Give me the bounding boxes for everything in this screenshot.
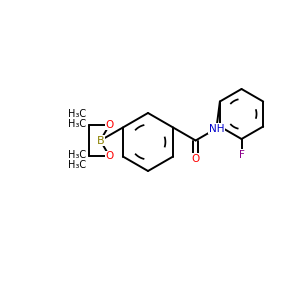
Text: H₃C: H₃C <box>68 150 86 160</box>
Text: F: F <box>238 150 244 160</box>
Text: O: O <box>105 151 113 161</box>
Text: H₃C: H₃C <box>68 109 86 119</box>
Text: O: O <box>105 120 113 130</box>
Text: NH: NH <box>209 124 224 134</box>
Text: O: O <box>191 154 200 164</box>
Text: H₃C: H₃C <box>68 160 86 170</box>
Text: B: B <box>97 136 104 146</box>
Text: H₃C: H₃C <box>68 119 86 129</box>
